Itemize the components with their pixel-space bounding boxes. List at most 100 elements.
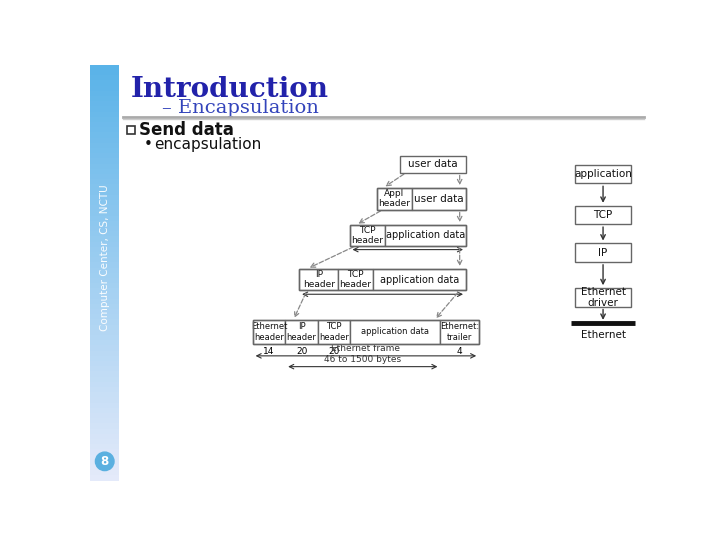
Bar <box>90 356 120 361</box>
Text: TCP
header: TCP header <box>351 226 383 245</box>
Bar <box>90 273 120 278</box>
Bar <box>90 439 120 444</box>
Bar <box>400 156 466 173</box>
Bar <box>350 225 466 246</box>
Bar <box>90 387 120 392</box>
Bar <box>90 283 120 288</box>
Bar <box>90 65 120 70</box>
Bar <box>90 340 120 346</box>
Text: IP datagram: IP datagram <box>355 282 410 291</box>
Bar <box>90 200 120 205</box>
Circle shape <box>96 452 114 470</box>
Bar <box>90 184 120 190</box>
Bar <box>90 153 120 158</box>
Bar <box>90 444 120 449</box>
Bar <box>90 96 120 101</box>
Bar <box>90 158 120 164</box>
Bar <box>90 330 120 335</box>
Bar <box>90 237 120 241</box>
Bar <box>253 320 285 343</box>
Text: user data: user data <box>414 194 464 204</box>
Bar <box>90 346 120 350</box>
Bar <box>90 262 120 267</box>
Bar <box>377 188 466 210</box>
Bar <box>90 132 120 138</box>
Text: 4: 4 <box>457 347 462 356</box>
Bar <box>575 206 631 224</box>
Bar <box>90 85 120 91</box>
Bar <box>90 475 120 481</box>
Text: Introduction: Introduction <box>131 76 329 103</box>
Bar <box>90 174 120 179</box>
Text: 14: 14 <box>264 347 275 356</box>
Bar <box>90 377 120 382</box>
Text: Ethernet: Ethernet <box>580 330 626 340</box>
Bar <box>90 205 120 211</box>
Bar <box>90 164 120 168</box>
Text: TCP
header: TCP header <box>339 270 372 289</box>
Bar <box>90 143 120 148</box>
Text: 20: 20 <box>328 347 340 356</box>
Bar <box>90 429 120 434</box>
Bar <box>575 165 631 184</box>
Bar <box>90 465 120 470</box>
Bar <box>127 126 135 134</box>
Bar <box>90 75 120 80</box>
Text: TCP segment: TCP segment <box>378 238 437 247</box>
Bar <box>90 138 120 143</box>
Bar <box>90 413 120 418</box>
Bar <box>373 269 466 291</box>
Text: application data: application data <box>361 327 429 336</box>
Text: encapsulation: encapsulation <box>154 137 261 152</box>
Text: IP: IP <box>598 248 608 258</box>
Bar <box>90 195 120 200</box>
Bar <box>351 320 441 343</box>
Bar <box>575 288 631 307</box>
Text: application data: application data <box>386 231 465 240</box>
Bar <box>90 267 120 273</box>
Bar <box>300 269 466 291</box>
Bar <box>90 252 120 257</box>
Bar <box>90 117 120 122</box>
Bar <box>575 244 631 262</box>
Text: Ethernet
driver: Ethernet driver <box>580 287 626 308</box>
Bar <box>90 397 120 403</box>
Bar <box>90 127 120 132</box>
Text: 20: 20 <box>296 347 307 356</box>
Bar <box>90 101 120 106</box>
Bar <box>90 168 120 174</box>
Bar <box>90 325 120 330</box>
Bar <box>338 269 373 291</box>
Text: Send data: Send data <box>139 122 234 139</box>
Bar <box>90 112 120 117</box>
Text: – Encapsulation: – Encapsulation <box>162 99 319 117</box>
Bar <box>90 309 120 314</box>
Bar <box>90 335 120 340</box>
Bar <box>90 455 120 460</box>
Bar <box>350 225 384 246</box>
Bar <box>300 269 338 291</box>
Bar <box>377 188 412 210</box>
Bar <box>90 423 120 429</box>
Bar <box>90 382 120 387</box>
Bar <box>90 257 120 262</box>
Bar <box>253 320 479 343</box>
Bar <box>90 320 120 325</box>
Bar <box>90 361 120 366</box>
Bar <box>90 221 120 226</box>
Text: IP
header: IP header <box>302 270 335 289</box>
Text: Computer Center, CS, NCTU: Computer Center, CS, NCTU <box>100 184 109 330</box>
Bar <box>90 403 120 408</box>
Bar <box>90 372 120 377</box>
Bar <box>90 122 120 127</box>
Bar <box>90 434 120 439</box>
Text: 46 to 1500 bytes: 46 to 1500 bytes <box>324 355 401 363</box>
Text: Ethernet
header: Ethernet header <box>251 322 287 342</box>
Text: 8: 8 <box>101 455 109 468</box>
Bar <box>90 350 120 356</box>
Bar <box>384 225 466 246</box>
Bar <box>90 314 120 320</box>
Bar <box>90 449 120 455</box>
Bar <box>412 188 466 210</box>
Bar <box>90 278 120 283</box>
